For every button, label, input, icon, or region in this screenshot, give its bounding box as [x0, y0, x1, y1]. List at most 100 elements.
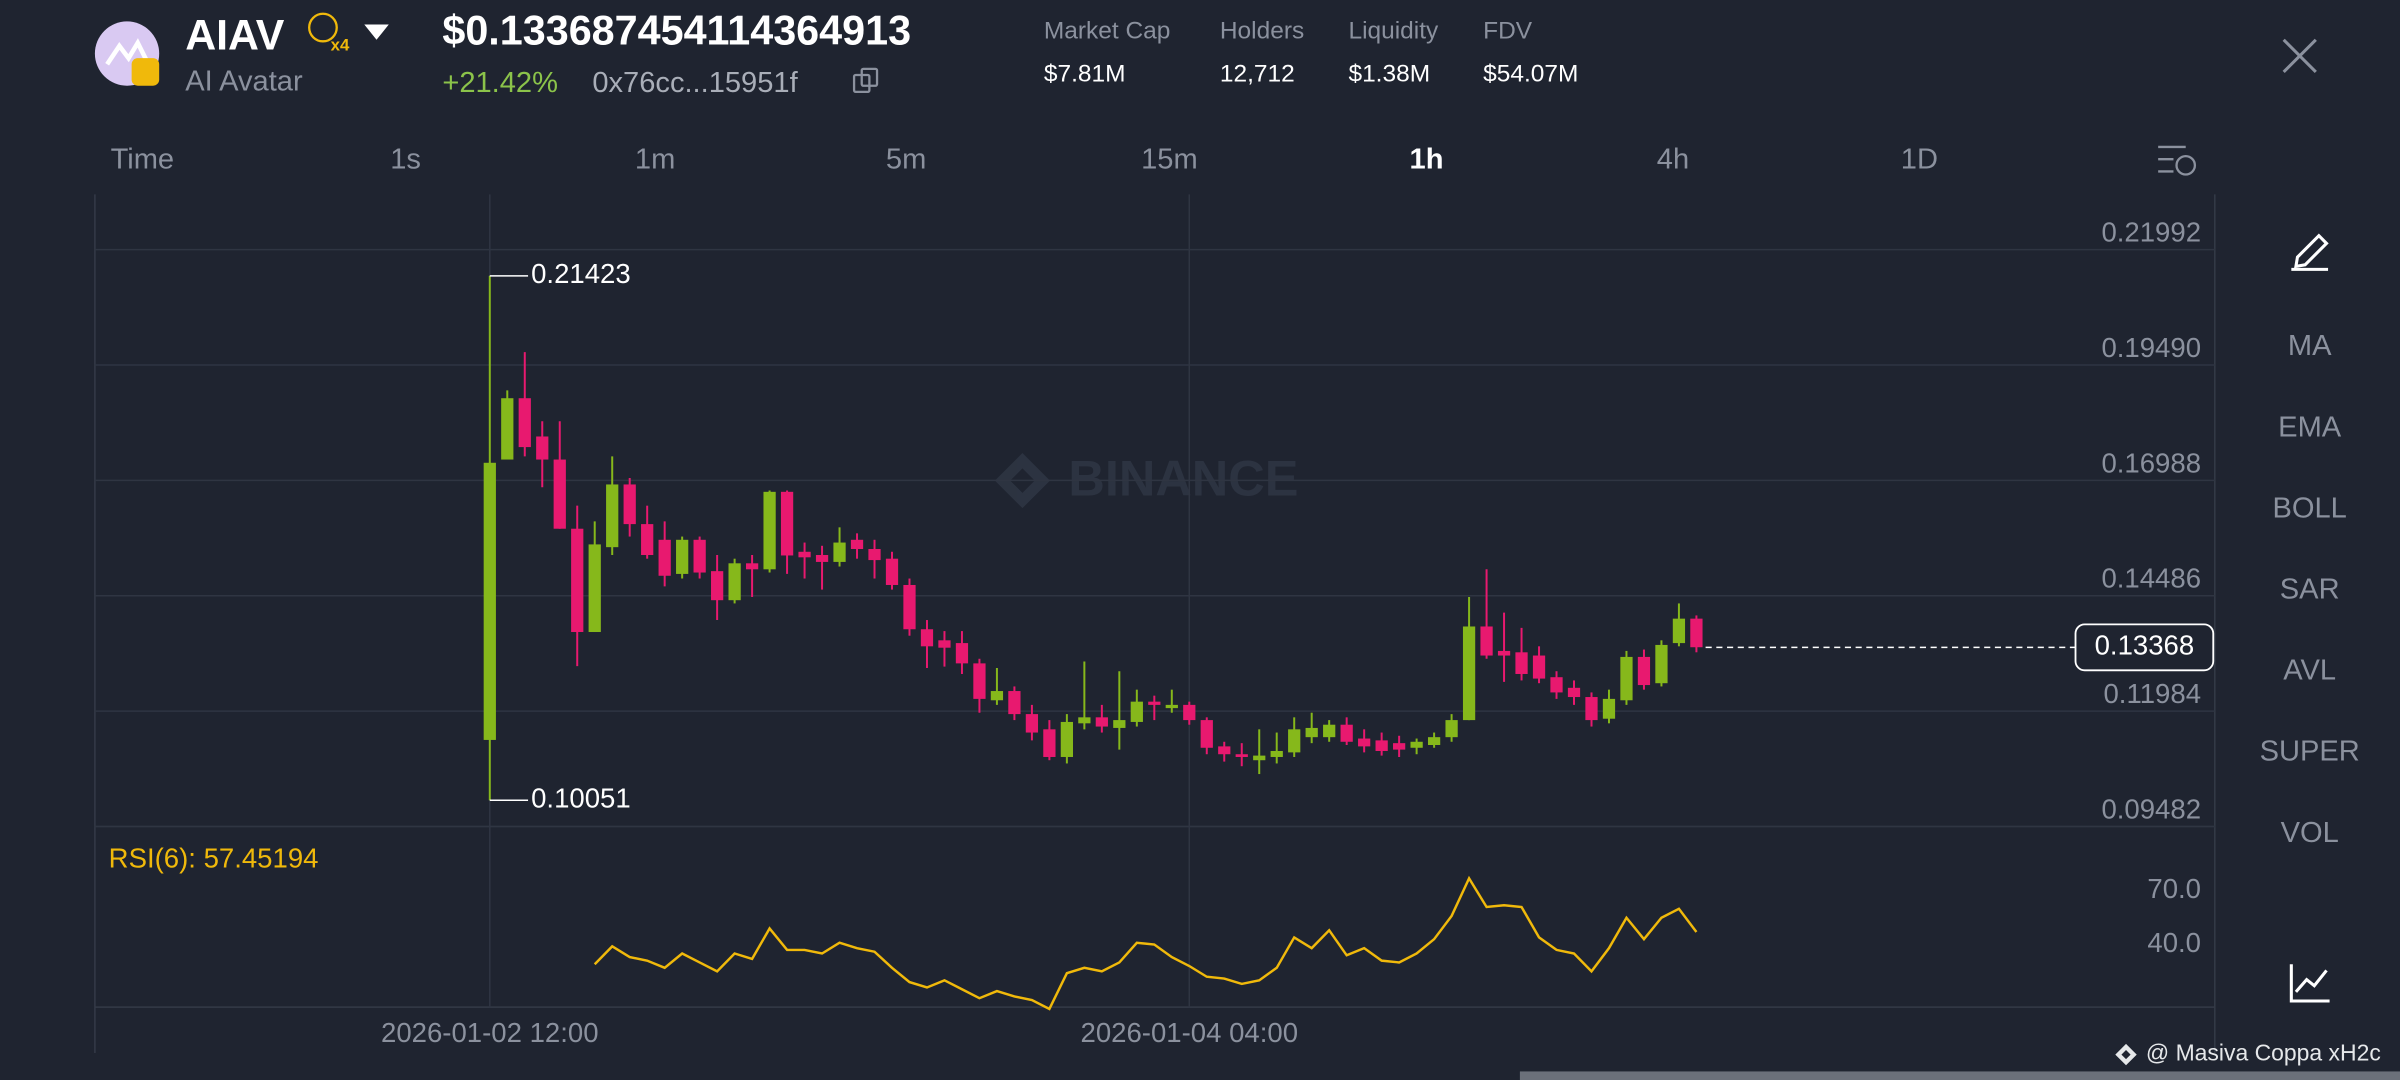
timeframe-tab[interactable]: 1D — [1901, 143, 1938, 175]
candle-body — [1637, 656, 1651, 686]
badge-text: x4 — [331, 35, 350, 54]
timeframe-tab[interactable]: Time — [111, 143, 175, 175]
stat-value: $7.81M — [1044, 60, 1126, 87]
indicator-button[interactable]: VOL — [2281, 817, 2339, 849]
candle-body — [588, 544, 601, 633]
copy-icon[interactable] — [852, 67, 879, 93]
candle-body — [658, 539, 671, 576]
candle-body — [1043, 729, 1056, 757]
candle-body — [728, 563, 741, 601]
candle-body — [1445, 720, 1458, 738]
stat-label: FDV — [1483, 18, 1533, 45]
y-tick-label: 40.0 — [2147, 927, 2201, 958]
settings-gear — [2175, 154, 2197, 176]
timeframe-tab[interactable]: 15m — [1141, 143, 1198, 175]
price-change: +21.42% — [442, 67, 558, 99]
candle-body — [641, 524, 654, 556]
footer: @ Masiva Coppa xH2c — [1519, 1040, 2400, 1080]
low-label: 0.10051 — [531, 783, 631, 814]
candle-body — [1253, 755, 1266, 761]
indicator-button[interactable]: SAR — [2280, 574, 2340, 606]
timeframe-bar: Time 1s 1m 5m 15m 1h 4h 1D — [111, 143, 2197, 176]
candle-body — [1183, 704, 1196, 721]
indicator-button[interactable]: SUPER — [2260, 736, 2360, 768]
candle-body — [1078, 717, 1091, 724]
indicator-button[interactable]: BOLL — [2273, 492, 2347, 524]
candle-body — [711, 571, 724, 601]
stat-value: $1.38M — [1348, 60, 1430, 87]
watermark-text: BINANCE — [1068, 449, 1298, 506]
candle-body — [1393, 743, 1406, 750]
candle-body — [1095, 717, 1108, 727]
candle-body — [623, 484, 636, 525]
candle-body — [1427, 737, 1441, 745]
footer-logo — [2115, 1043, 2137, 1066]
x-tick-label: 2026-01-04 04:00 — [1081, 1017, 1299, 1048]
candle-body — [1130, 701, 1143, 722]
avatar-glyph — [105, 38, 149, 66]
chart-type-icon[interactable] — [2289, 964, 2330, 1003]
timeframe-tab[interactable]: 1h — [1410, 143, 1444, 175]
candle-body — [868, 549, 881, 561]
chart-settings-icon[interactable] — [2158, 145, 2197, 176]
y-tick-label: 0.19490 — [2101, 332, 2201, 363]
contract-address: 0x76cc...15951f — [592, 67, 798, 99]
candle-body — [955, 643, 969, 664]
candle-body — [1148, 701, 1161, 705]
timeframe-tab[interactable]: 1s — [390, 143, 421, 175]
candle-body — [1305, 727, 1318, 738]
timeframe-tab[interactable]: 5m — [886, 143, 926, 175]
chain-badge — [131, 58, 160, 86]
candle-body — [518, 398, 531, 448]
candle-body — [1497, 650, 1511, 656]
token-name: AI Avatar — [185, 65, 303, 97]
candle-body — [1165, 704, 1178, 709]
stat-label: Liquidity — [1348, 18, 1439, 45]
verified-badge — [308, 12, 338, 43]
candle-body — [815, 555, 829, 562]
timeframe-tab[interactable]: 4h — [1657, 143, 1689, 175]
candle-body — [1200, 720, 1213, 748]
candle-body — [1113, 720, 1126, 728]
candle-body — [1218, 746, 1231, 755]
candle-body — [1567, 687, 1581, 698]
candle-body — [1690, 618, 1703, 648]
timeframe-tab[interactable]: 1m — [635, 143, 675, 175]
indicator-button[interactable]: MA — [2288, 330, 2332, 362]
candle-body — [536, 436, 549, 460]
indicator-button[interactable]: EMA — [2278, 411, 2342, 443]
high-label: 0.21423 — [531, 258, 631, 289]
candle-body — [1340, 724, 1353, 742]
candle-body — [903, 584, 916, 630]
plot: 0.21992 0.19490 0.16988 0.14486 0.11984 0.094… — [94, 194, 2215, 1048]
candle-body — [973, 663, 986, 699]
rsi-line — [593, 875, 1698, 1011]
stats: Market Cap $7.81M Holders 12,712 Liquidity $1… — [1044, 18, 1579, 88]
candle-body — [938, 640, 951, 648]
candle-body — [606, 484, 619, 548]
chart-curve — [2294, 969, 2328, 993]
settings-lines — [2158, 145, 2186, 173]
candle-body — [1323, 724, 1336, 738]
y-tick-label: 70.0 — [2147, 873, 2201, 904]
candle-body — [885, 558, 899, 585]
draw-tool-icon[interactable] — [2291, 233, 2329, 271]
dropdown-caret[interactable] — [364, 24, 389, 40]
close-button[interactable] — [2282, 38, 2317, 74]
x-tick-label: 2026-01-02 12:00 — [381, 1017, 599, 1048]
scrollbar — [1519, 1071, 2400, 1080]
candle-body — [1672, 618, 1686, 644]
candle-body — [693, 539, 706, 573]
y-tick-label: 0.21992 — [2101, 217, 2201, 248]
copy-icon-front — [860, 67, 879, 87]
candle-body — [763, 491, 776, 570]
watermark-logo — [994, 453, 1050, 509]
candle-body — [1375, 740, 1388, 751]
candle-body — [1515, 652, 1528, 674]
candle-body — [1602, 698, 1616, 719]
candle-body — [1620, 656, 1633, 701]
indicator-button[interactable]: AVL — [2283, 655, 2336, 687]
candle-body — [501, 398, 514, 460]
